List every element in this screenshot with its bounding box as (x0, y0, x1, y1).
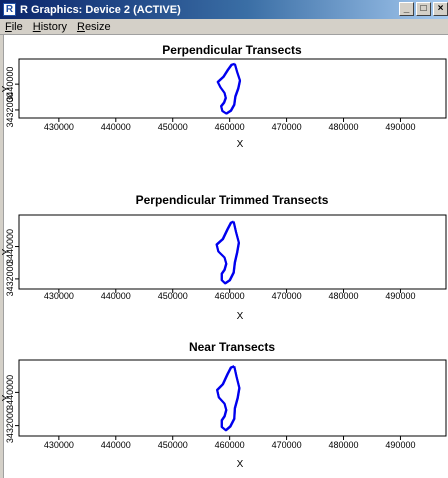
plot-1: Perpendicular Transects 430000 440000 45000… (1, 43, 447, 150)
x-tick-label: 480000 (328, 291, 358, 301)
x-tick-label: 440000 (101, 291, 131, 301)
plot-title: Perpendicular Trimmed Transects (136, 193, 329, 207)
plot-frame (18, 359, 447, 437)
x-tick-label: 460000 (215, 440, 245, 450)
window-titlebar[interactable]: R R Graphics: Device 2 (ACTIVE) _ □ × (0, 0, 448, 19)
y-tick-label: 3432000 (5, 92, 15, 127)
x-tick-label: 450000 (158, 440, 188, 450)
menu-history[interactable]: History (32, 20, 67, 33)
maximize-button[interactable]: □ (416, 2, 431, 16)
plot-frame (18, 58, 447, 119)
x-tick-label: 480000 (328, 122, 358, 132)
x-tick-label: 490000 (385, 122, 415, 132)
x-tick-label: 470000 (272, 291, 302, 301)
x-tick-label: 440000 (101, 122, 131, 132)
x-tick-label: 440000 (101, 440, 131, 450)
x-tick-label: 490000 (385, 440, 415, 450)
x-tick-label: 470000 (272, 122, 302, 132)
plot-3: Near Transects 430000 440000 450000 460000 47… (1, 340, 447, 470)
y-axis-label: Y (1, 85, 12, 92)
x-tick-label: 480000 (328, 440, 358, 450)
x-axis-label: X (237, 139, 244, 150)
x-tick-label: 470000 (272, 440, 302, 450)
transect-outline (216, 365, 241, 432)
x-tick-label: 430000 (44, 291, 74, 301)
minimize-button[interactable]: _ (399, 2, 414, 16)
y-axis-label: Y (1, 394, 12, 401)
r-logo-icon: R (3, 3, 16, 16)
x-tick-label: 430000 (44, 122, 74, 132)
x-tick-label: 460000 (215, 291, 245, 301)
y-tick-label: 3440000 (5, 67, 15, 102)
transect-outline (216, 62, 241, 115)
x-tick-label: 490000 (385, 291, 415, 301)
y-tick-label: 3440000 (5, 229, 15, 264)
y-axis-label: Y (1, 248, 12, 255)
plot-title: Perpendicular Transects (162, 43, 302, 57)
x-axis-label: X (237, 311, 244, 322)
x-tick-label: 450000 (158, 291, 188, 301)
x-tick-label: 430000 (44, 440, 74, 450)
menu-file[interactable]: File (5, 20, 23, 33)
transect-lines (217, 366, 241, 432)
y-tick-label: 3440000 (5, 375, 15, 410)
y-tick-label: 3432000 (5, 408, 15, 443)
plot-2: Perpendicular Trimmed Transects 430000 440… (1, 193, 447, 322)
window-left-border (0, 35, 4, 478)
y-tick-label: 3432000 (5, 261, 15, 296)
transect-lines (216, 221, 241, 285)
transect-lines (218, 64, 242, 115)
x-axis-label: X (237, 459, 244, 470)
window-title: R Graphics: Device 2 (ACTIVE) (20, 3, 181, 16)
plot-frame (18, 214, 447, 290)
transect-outline (215, 220, 240, 285)
window-controls: _ □ × (399, 2, 448, 16)
x-tick-label: 460000 (215, 122, 245, 132)
x-tick-label: 450000 (158, 122, 188, 132)
menu-bar: File History Resize (0, 19, 448, 35)
plot-title: Near Transects (189, 340, 275, 354)
menu-resize[interactable]: Resize (76, 20, 111, 33)
